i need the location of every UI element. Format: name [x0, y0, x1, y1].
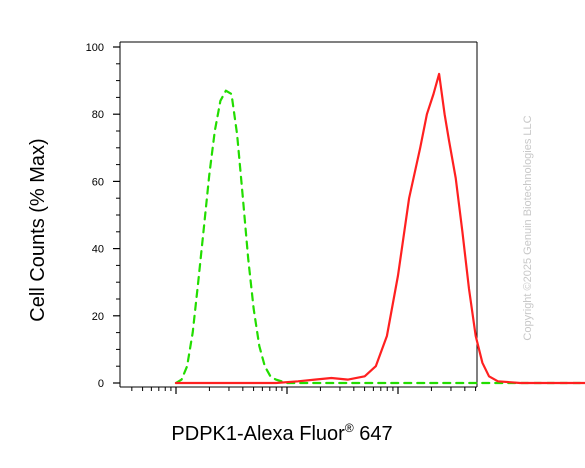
- x-axis-title: PDPK1-Alexa Fluor® 647: [171, 421, 392, 445]
- plot-frame: [119, 41, 478, 388]
- y-axis: 0 20 40 60 80 100: [86, 42, 120, 390]
- x-axis: [131, 387, 477, 394]
- series-layer: [174, 72, 585, 385]
- pdpk1-histogram-line: [174, 72, 585, 385]
- x-axis-title-tail: 647: [354, 423, 393, 445]
- y-tick-label: 60: [92, 176, 104, 188]
- y-tick-label: 0: [98, 378, 104, 390]
- y-tick-label: 80: [92, 109, 104, 121]
- isotype-control-histogram-line: [174, 89, 585, 385]
- y-axis-title: Cell Counts (% Max): [27, 138, 49, 321]
- x-axis-title-main: PDPK1-Alexa Fluor: [171, 423, 345, 445]
- y-tick-label: 40: [92, 244, 104, 256]
- x-axis-title-registered-mark: ®: [345, 421, 354, 435]
- y-tick-label: 100: [86, 42, 104, 54]
- copyright-watermark: Copyright ©2025 Genuin Biotechnologies L…: [522, 115, 534, 340]
- y-tick-label: 20: [92, 311, 104, 323]
